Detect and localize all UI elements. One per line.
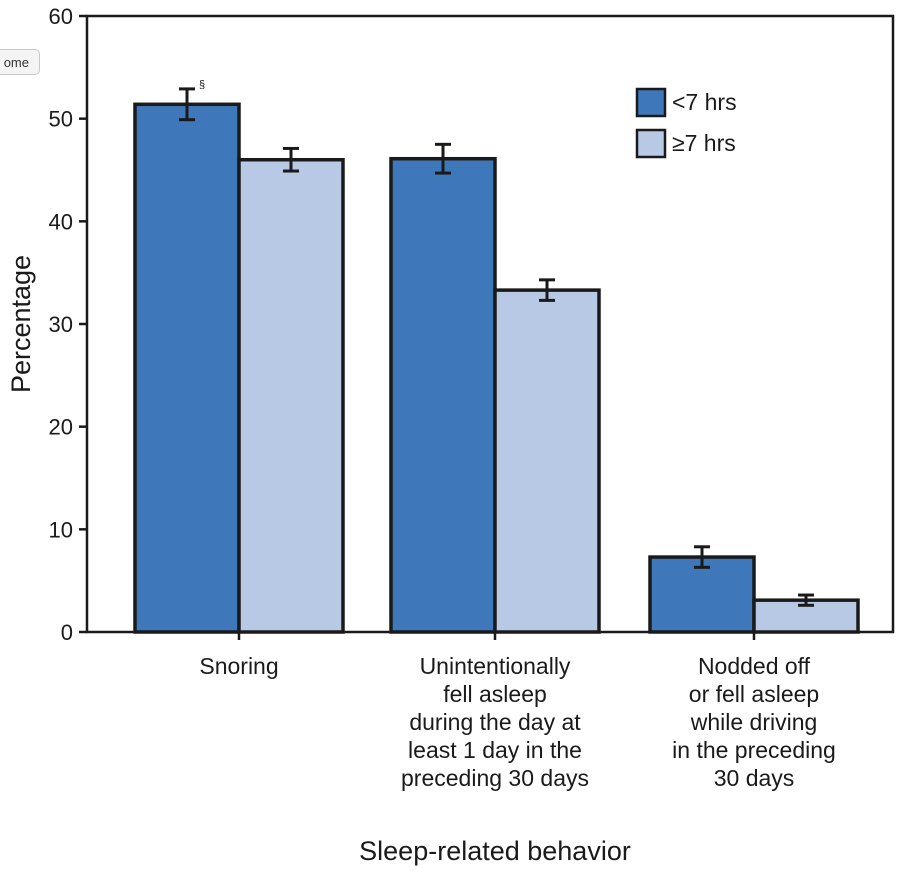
legend-label-ge7: ≥7 hrs [672,130,736,156]
y-tick-label: 50 [49,107,73,132]
x-category-label-line: or fell asleep [689,681,819,707]
bar [237,157,345,634]
y-tick-label: 0 [61,620,73,645]
y-tick-label: 40 [49,209,73,234]
x-category-label-line: Nodded off [698,653,811,679]
x-category-label: Unintentionally fell asleep during the day… [401,653,589,791]
y-tick-label: 60 [49,4,73,29]
bar [389,156,497,634]
x-axis-category-labels: Snoring Unintentionally fell asleep during … [199,632,836,791]
legend-swatch-ge7 [635,128,667,159]
x-category-label-line: during the day at [409,709,581,735]
legend-label-lt7: <7 hrs [672,89,737,115]
x-category-label-line: preceding 30 days [401,765,589,791]
y-tick-label: 20 [49,415,73,440]
bar [648,555,756,634]
error-bars-group [179,87,814,607]
y-tick-label: 10 [49,517,73,542]
x-category-label-line: fell asleep [443,681,547,707]
bars-group [133,102,860,634]
x-category-label: Snoring [199,653,278,679]
legend: <7 hrs ≥7 hrs [635,87,737,159]
home-button[interactable]: ome [0,49,40,75]
x-category-label-line: 30 days [714,765,795,791]
x-axis-title: Sleep-related behavior [359,836,631,866]
x-category-label-line: Unintentionally [420,653,571,679]
bar [493,288,601,634]
y-tick-label: 30 [49,312,73,337]
y-axis: 0 10 20 30 40 50 60 [49,4,87,645]
y-axis-title: Percentage [6,255,36,393]
x-category-label-line: while driving [690,709,818,735]
x-category-label-line: in the preceding [672,737,836,763]
x-category-label-line: Snoring [199,653,278,679]
x-category-label: Nodded off or fell asleep while driving in … [672,653,836,791]
bar [133,102,241,634]
legend-swatch-lt7 [635,87,667,118]
footnote-marker: § [199,79,205,91]
x-category-label-line: least 1 day in the [408,737,582,763]
